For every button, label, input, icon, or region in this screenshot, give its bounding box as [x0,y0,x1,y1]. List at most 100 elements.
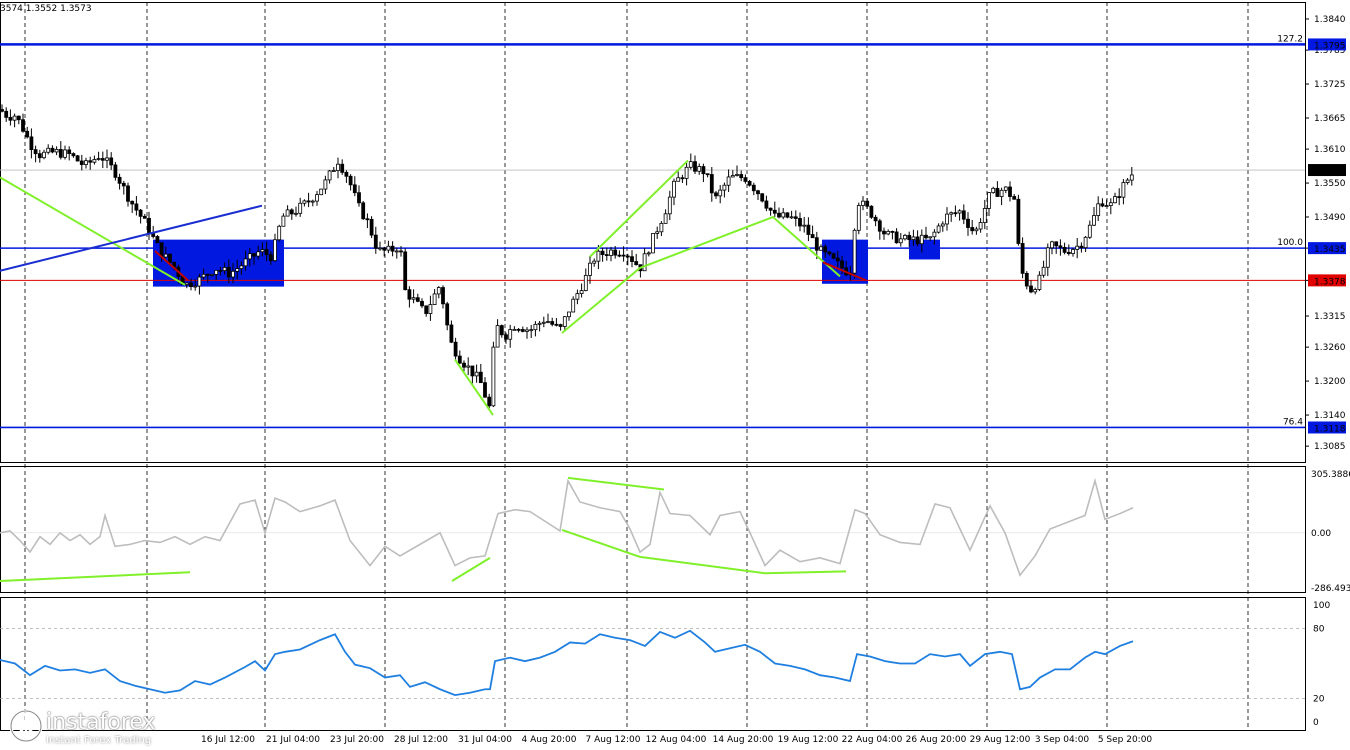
candle-body [201,273,206,278]
price-tag-bg [1308,421,1346,434]
time-axis-label: 23 Jul 20:00 [330,735,384,745]
candle-body [1087,224,1092,238]
candle-body [155,236,160,244]
candle-body [890,230,895,233]
candle-body [1033,289,1038,293]
candle-body [831,253,836,259]
candle-body [428,304,433,314]
candle-body [924,234,928,239]
candle-body [680,177,685,180]
price-tick-label: 1.3665 [1314,114,1346,124]
candle-body [672,180,676,198]
candle-body [491,346,496,407]
candle-body [953,212,958,215]
candle-body [0,109,4,112]
green-trend-line [454,359,494,416]
candle-body [735,174,739,176]
candle-body [310,200,315,203]
candle-body [365,218,370,221]
candle-body [1083,236,1088,249]
rsi-tick-label: 100 [1313,601,1330,611]
candle-body [617,254,622,257]
price-tag: 1.3435 [1314,245,1346,255]
candle-body [533,323,538,331]
price-tick-label: 1.3315 [1314,312,1346,322]
candle-body [79,160,84,165]
candle-body [911,236,916,240]
candle-body [1003,186,1008,191]
candle-body [470,365,475,377]
candle-body [529,329,534,332]
candle-body [814,237,819,251]
fib-label: 127.2 [1277,34,1303,44]
candle-body [701,166,706,175]
time-axis-label: 19 Aug 12:00 [778,735,839,745]
candle-body [1054,241,1059,247]
candle-body [210,274,214,276]
blue-zone [909,239,940,260]
cci-pane-frame [0,466,1306,593]
candle-body [936,225,941,233]
candle-body [995,187,1000,197]
candle-body [541,321,546,324]
candle-body [709,174,714,194]
candle-body [760,193,765,202]
candle-body [478,371,483,384]
candle-body [1066,251,1071,254]
candle-body [373,234,378,249]
candle-body [567,311,571,318]
candle-body [184,282,189,285]
candle-body [294,212,298,215]
candle-body [575,293,580,300]
candle-body [894,231,899,244]
candle-body [932,231,937,238]
time-axis-label: 16 Jul 12:00 [201,735,255,745]
candle-body [886,230,891,235]
time-axis-label: 29 Aug 12:00 [970,735,1031,745]
candle-body [105,157,109,161]
candle-body [781,212,786,218]
candle-body [550,321,555,325]
candle-body [424,305,429,314]
candle-body [562,316,567,327]
price-tag: 1.3795 [1314,41,1346,51]
candle-body [399,250,403,253]
candle-body [214,269,219,275]
candle-body [667,196,672,215]
candle-body [147,217,151,235]
candle-body [634,261,639,266]
cci-line [0,477,1134,577]
candle-body [441,287,445,305]
candle-body [903,234,907,240]
cci-tick-label: -286.493 [1311,584,1350,594]
candle-body [676,177,681,182]
candle-body [508,329,513,340]
candle-body [747,181,752,186]
candle-body [1062,246,1067,253]
candle-body [579,290,584,295]
candle-body [88,160,93,163]
candle-body [1041,266,1046,276]
price-tick-label: 1.3200 [1314,377,1346,387]
candle-body [1075,245,1080,250]
candle-body [21,119,25,132]
candle-body [390,245,395,252]
candle-body [420,300,424,307]
candle-body [378,247,382,250]
candle-body [407,289,412,300]
candle-body [394,250,399,253]
price-tag: 1.3378 [1314,277,1346,287]
candle-body [63,149,67,158]
red-trend-line [154,250,189,282]
candle-body [268,254,273,262]
cci-divergence-line [451,557,491,582]
time-axis-label: 7 Aug 12:00 [586,735,641,745]
candle-body [8,116,13,121]
candle-body [247,253,252,260]
candle-body [403,251,408,291]
candle-body [613,249,618,256]
candle-body [856,205,861,231]
candle-body [756,190,760,195]
